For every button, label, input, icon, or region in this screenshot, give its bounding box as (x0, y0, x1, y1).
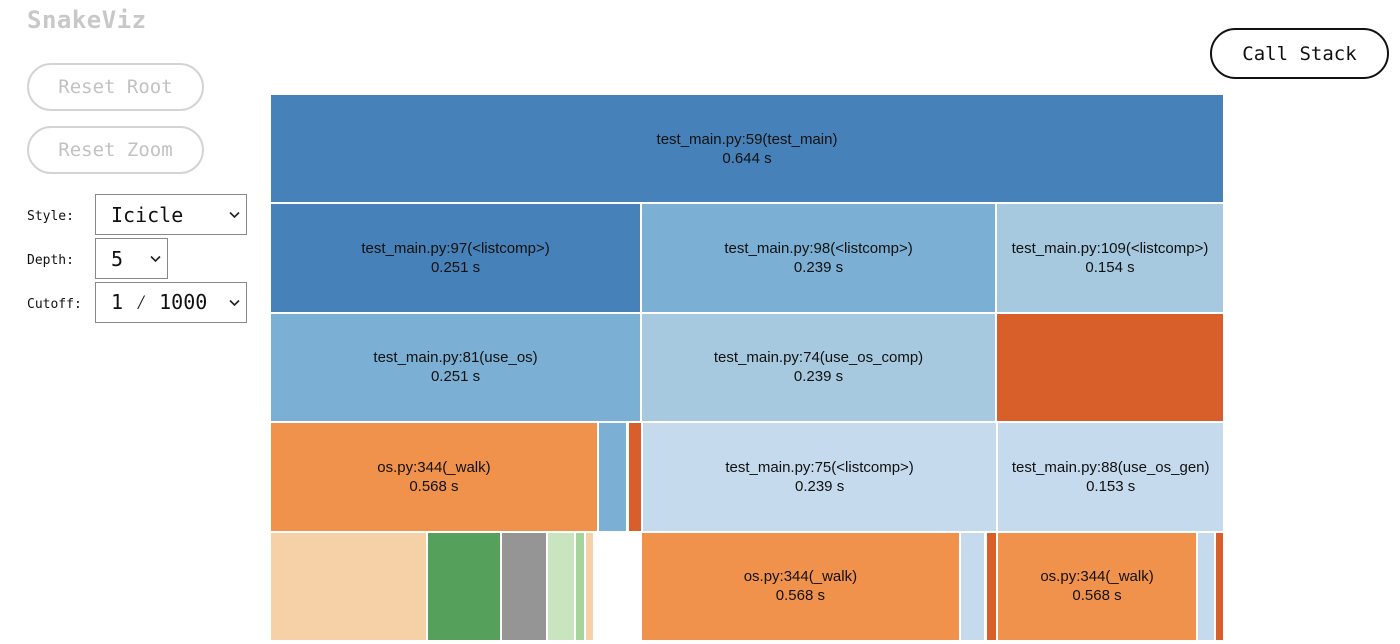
app-title: SnakeViz (27, 6, 147, 34)
call-stack-button[interactable]: Call Stack (1210, 28, 1389, 79)
icicle-cell[interactable]: os.py:344(_walk) 0.568 s (996, 531, 1198, 641)
icicle-cell-label: test_main.py:98(<listcomp>) (724, 240, 913, 258)
icicle-cell[interactable] (1215, 531, 1224, 641)
chevron-down-icon (229, 211, 240, 218)
icicle-cell[interactable] (575, 531, 585, 641)
icicle-cell-time: 0.251 s (430, 259, 481, 277)
icicle-cell-label: test_main.py:109(<listcomp>) (1011, 240, 1209, 258)
icicle-cell-time: 0.568 s (1072, 587, 1122, 605)
icicle-cell[interactable] (500, 531, 547, 641)
icicle-cell[interactable]: test_main.py:97(<listcomp>) 0.251 s (270, 203, 642, 313)
icicle-cell[interactable]: test_main.py:75(<listcomp>) 0.239 s (641, 422, 998, 532)
icicle-cell[interactable]: test_main.py:59(test_main) 0.644 s (270, 94, 1224, 204)
icicle-cell-label: os.py:344(_walk) (377, 458, 491, 476)
icicle-cell-label: os.py:344(_walk) (1040, 568, 1154, 586)
icicle-cell-time: 0.568 s (409, 477, 459, 495)
icicle-cell-label: test_main.py:81(use_os) (373, 349, 538, 367)
icicle-cell[interactable]: test_main.py:88(use_os_gen) 0.153 s (997, 422, 1224, 532)
icicle-cell-label: test_main.py:74(use_os_comp) (713, 349, 924, 367)
style-select[interactable]: Icicle (95, 194, 247, 235)
icicle-cell-label: test_main.py:97(<listcomp>) (361, 240, 550, 258)
icicle-cell-label: os.py:344(_walk) (743, 568, 858, 586)
depth-select-value: 5 (111, 246, 124, 271)
icicle-cell[interactable] (597, 422, 628, 532)
icicle-cell[interactable]: test_main.py:98(<listcomp>) 0.239 s (641, 203, 996, 313)
icicle-cell[interactable] (427, 531, 501, 641)
icicle-cell-time: 0.251 s (430, 368, 481, 386)
icicle-cell-time: 0.154 s (1085, 259, 1135, 277)
icicle-cell[interactable] (546, 531, 576, 641)
icicle-cell[interactable]: os.py:344(_walk) 0.568 s (641, 531, 960, 641)
icicle-cell[interactable] (270, 531, 428, 641)
depth-label: Depth: (27, 253, 74, 268)
icicle-cell[interactable] (584, 531, 595, 641)
icicle-cell-time: 0.644 s (722, 149, 772, 167)
chevron-down-icon (150, 255, 161, 262)
reset-zoom-button[interactable]: Reset Zoom (27, 126, 204, 174)
icicle-cell[interactable] (985, 531, 997, 641)
icicle-cell[interactable] (1197, 531, 1216, 641)
icicle-cell-label: test_main.py:59(test_main) (656, 130, 838, 148)
icicle-cell-time: 0.153 s (1086, 477, 1136, 495)
reset-root-button[interactable]: Reset Root (27, 63, 204, 111)
style-select-value: Icicle (111, 202, 184, 227)
icicle-cell[interactable]: test_main.py:81(use_os) 0.251 s (270, 312, 642, 423)
icicle-cell-label: test_main.py:88(use_os_gen) (1011, 458, 1210, 476)
style-label: Style: (27, 209, 74, 224)
icicle-chart: test_main.py:59(test_main) 0.644 s test_ma… (270, 94, 1224, 644)
depth-select[interactable]: 5 (95, 238, 168, 279)
cutoff-select-value: 1 ⁄ 1000 (111, 289, 208, 314)
icicle-cell-time: 0.239 s (794, 477, 845, 495)
icicle-cell[interactable] (959, 531, 986, 641)
cutoff-label: Cutoff: (27, 297, 82, 312)
icicle-cell[interactable]: os.py:344(_walk) 0.568 s (270, 422, 598, 532)
icicle-cell-time: 0.239 s (793, 368, 844, 386)
icicle-cell[interactable] (627, 422, 642, 532)
icicle-cell-time: 0.568 s (775, 587, 825, 605)
icicle-cell-label: test_main.py:75(<listcomp>) (725, 458, 914, 476)
icicle-cell[interactable]: test_main.py:74(use_os_comp) 0.239 s (641, 312, 996, 423)
icicle-cell-time: 0.239 s (793, 259, 844, 277)
chevron-down-icon (229, 299, 240, 306)
icicle-cell[interactable]: test_main.py:109(<listcomp>) 0.154 s (996, 203, 1224, 313)
cutoff-select[interactable]: 1 ⁄ 1000 (95, 282, 247, 323)
icicle-cell[interactable] (996, 312, 1224, 423)
